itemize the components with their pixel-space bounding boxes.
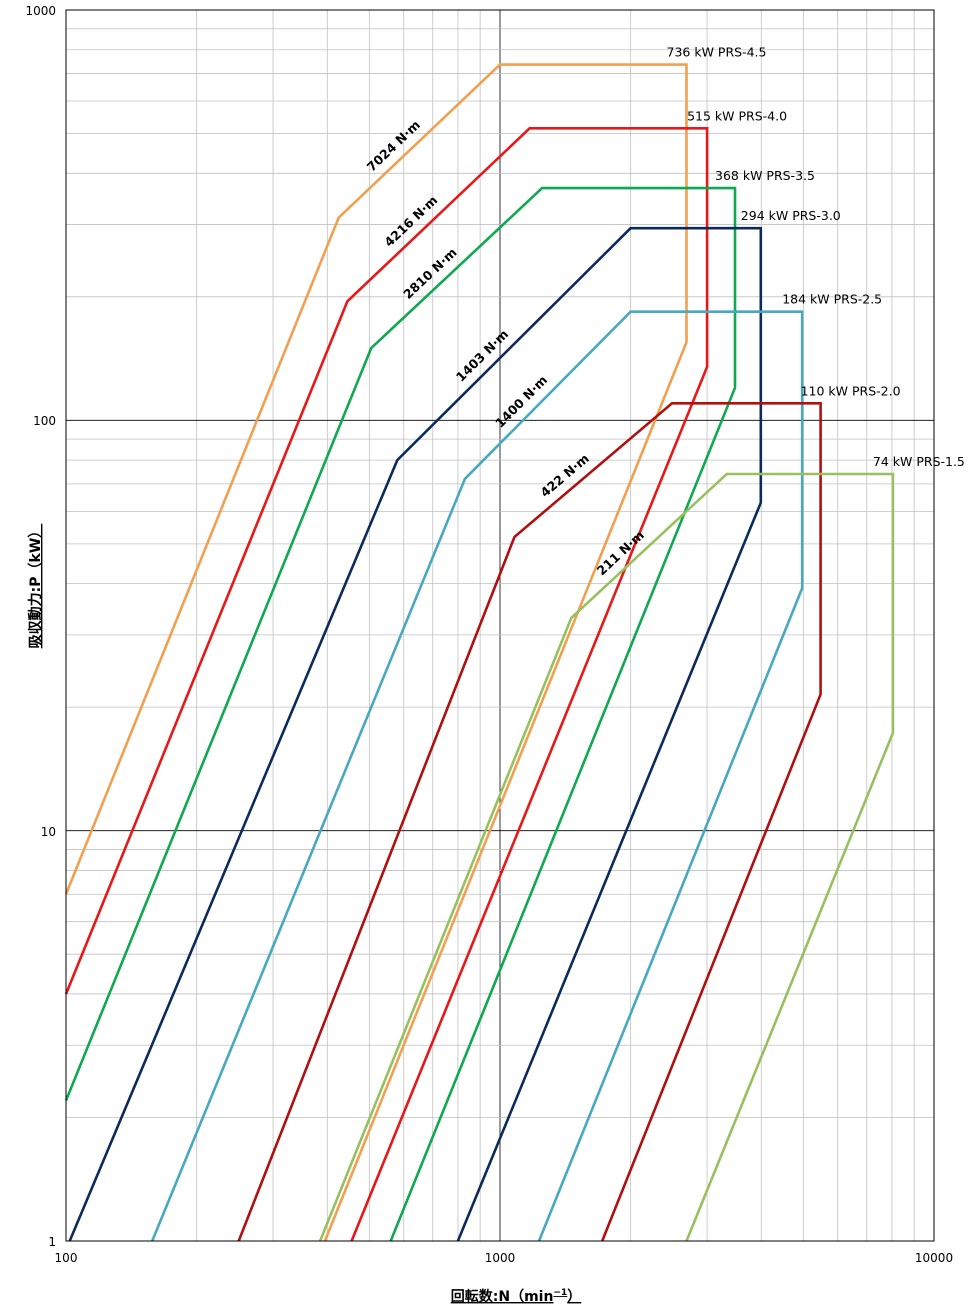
plot-frame (65, 9, 935, 1242)
series-name-label: 184 kW PRS-2.5 (782, 292, 882, 307)
grid (65, 9, 935, 1242)
torque-label: 422 N·m (537, 451, 591, 500)
series-line (68, 226, 763, 1242)
series-name-label: 368 kW PRS-3.5 (715, 168, 815, 183)
y-tick-label: 10 (41, 825, 56, 839)
series-name-label: 736 kW PRS-4.5 (667, 45, 767, 60)
series-line (318, 472, 895, 1242)
series-name-label: 515 kW PRS-4.0 (687, 108, 787, 123)
y-tick-label: 100 (33, 414, 56, 428)
x-tick-label: 1000 (485, 1251, 516, 1265)
y-axis-title: 吸収動力:P（kW） (27, 524, 44, 649)
series-group (64, 63, 895, 1242)
series-name-label: 294 kW PRS-3.0 (741, 208, 841, 223)
series-name-label: 110 kW PRS-2.0 (801, 383, 901, 398)
y-tick-label: 1 (48, 1235, 56, 1249)
x-axis-title: 回転数:N（min−1） (451, 1288, 581, 1305)
series-line (150, 310, 804, 1242)
series-line (64, 127, 709, 1242)
x-tick-label: 10000 (915, 1251, 953, 1265)
y-tick-label: 1000 (25, 4, 56, 18)
series-line (64, 186, 737, 1242)
series-name-label: 74 kW PRS-1.5 (873, 454, 965, 469)
series-line (64, 63, 688, 1242)
x-tick-label: 100 (55, 1251, 78, 1265)
series-line (237, 401, 822, 1242)
